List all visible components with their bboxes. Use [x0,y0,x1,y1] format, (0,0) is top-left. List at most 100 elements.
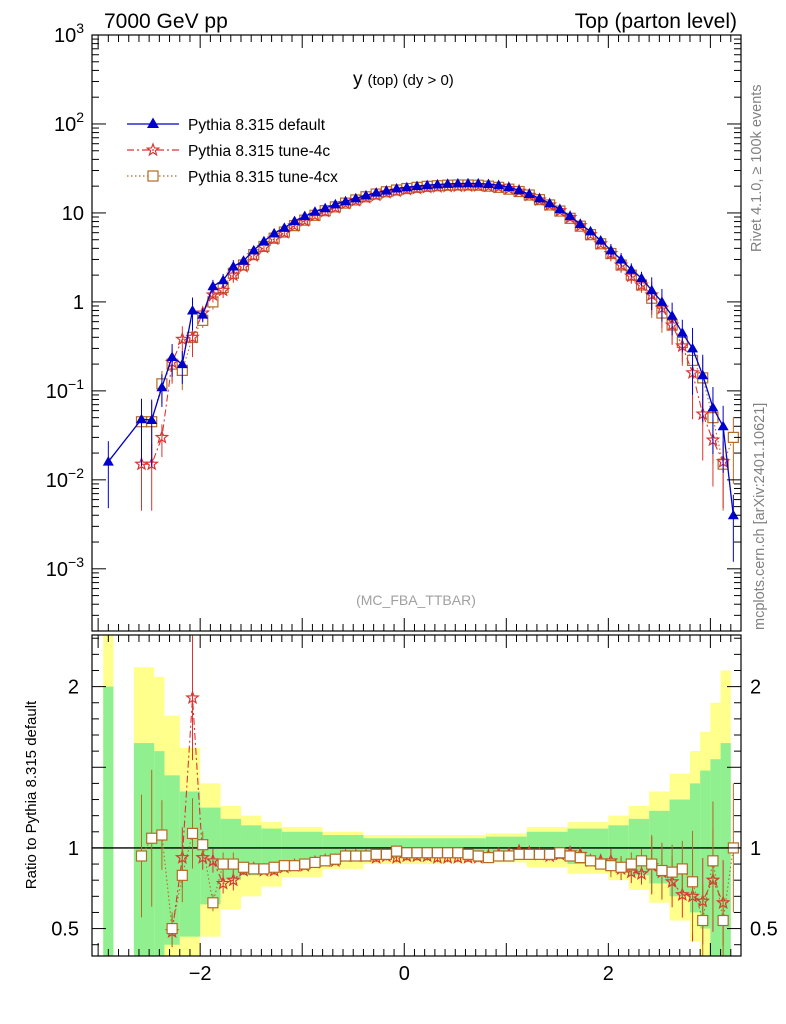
data-point [370,848,382,860]
data-point [595,858,607,870]
y-tick-label: 10−2 [46,465,84,492]
data-point [493,179,505,190]
data-point [166,351,178,362]
data-point [482,852,495,864]
legend-label-default: Pythia 8.315 default [188,117,326,134]
data-point [166,922,178,935]
data-point [421,179,433,190]
data-point [636,272,648,283]
data-point [523,848,535,860]
data-point [533,192,545,203]
data-point [391,183,403,193]
data-point [635,855,648,867]
data-point [482,178,494,189]
data-point [646,284,658,295]
data-point [227,858,239,870]
data-point [380,185,392,195]
data-point [268,861,280,873]
data-point [339,850,352,862]
data-point [102,456,114,466]
data-point [248,863,260,875]
data-point [329,198,341,209]
y-tick-label: 103 [54,20,84,47]
data-point [656,296,668,306]
legend-entry-tune-4c: Pythia 8.315 tune-4c [127,142,330,160]
data-point [215,875,231,890]
data-point [574,852,586,864]
data-point [350,850,362,862]
legend-star-marker [145,142,161,157]
data-point [411,180,423,191]
data-point [634,866,649,880]
y-tick-label: 1 [73,292,84,314]
data-point [176,869,188,881]
data-point [329,853,341,865]
data-point [656,864,668,877]
legend-label-tune-4c: Pythia 8.315 tune-4c [188,143,330,160]
data-point [340,195,352,206]
data-point [503,181,515,192]
main-panel-frame [91,34,742,632]
data-point [431,847,444,859]
data-point [493,850,505,862]
data-point [185,690,200,705]
data-point [370,187,382,197]
data-point [227,261,239,271]
green-band-segment [608,825,629,869]
ratio-panel-frame [91,634,742,957]
data-point [176,358,188,369]
data-point [146,832,158,844]
series-star [164,635,731,948]
data-point [288,860,301,872]
y-tick-label: 102 [54,109,84,136]
y-tick-label: 0.5 [51,919,79,941]
data-point [350,192,362,203]
data-point [442,178,454,188]
y-tick-label: 10−1 [46,376,84,403]
rivet-version-label: Rivet 4.1.0, ≥ 100k events [749,84,765,252]
data-point [205,853,221,868]
data-point [187,305,199,315]
y-tick-label: 1 [68,838,79,860]
data-point [646,858,658,870]
data-point [676,327,688,337]
header-left-label: 7000 GeV pp [104,10,228,33]
data-point [278,222,290,232]
data-point [513,184,525,195]
data-point [615,253,627,264]
y-tick-label-right: 1 [750,838,761,860]
data-point [258,235,270,246]
data-point [503,850,515,862]
data-point [217,274,229,285]
data-point [380,848,392,860]
y-tick-label-right: 0.5 [750,919,778,941]
data-point [593,236,609,251]
data-point [215,282,231,297]
data-point [595,235,607,245]
data-point [197,839,209,851]
data-point [360,190,372,200]
green-band-segment [133,743,155,956]
y-tick-label-right: 2 [750,677,761,699]
x-tick-label: 2 [603,963,614,985]
data-point [472,178,484,188]
data-point [401,847,413,859]
data-point [186,827,199,840]
y-tick-label: 2 [68,677,79,699]
data-point [472,850,484,862]
data-point [727,509,739,520]
data-point [299,210,311,221]
header-right-label: Top (parton level) [575,10,737,33]
x-tick-label: 0 [399,963,410,985]
data-point [544,197,556,208]
data-point [462,848,474,860]
data-point [174,331,190,346]
series-triangle [102,177,739,562]
legend-entry-tune-4cx: Pythia 8.315 tune-4cx [127,169,338,186]
main-panel-series [102,177,739,562]
data-point [554,847,566,859]
data-point [319,855,331,867]
data-point [605,860,617,872]
data-point [717,914,729,927]
